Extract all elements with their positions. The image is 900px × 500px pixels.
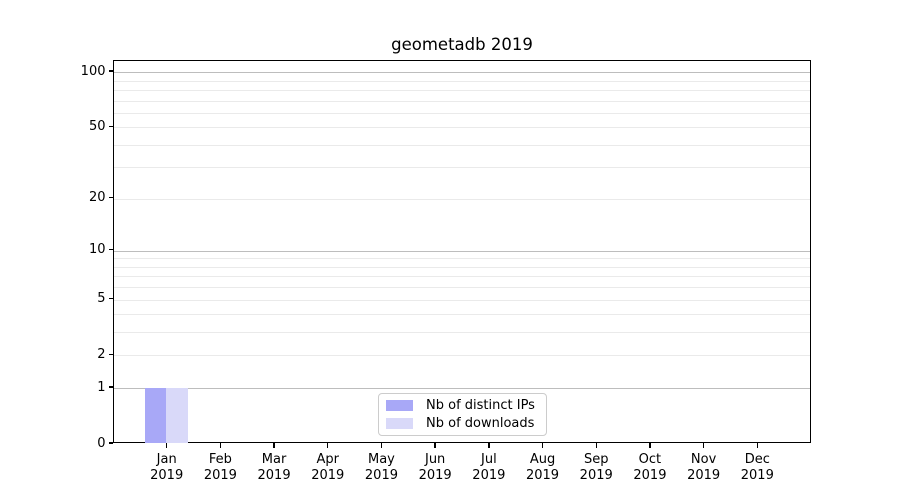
y-tick-mark bbox=[108, 70, 113, 72]
legend-label-downloads: Nb of downloads bbox=[426, 416, 535, 431]
x-tick-month: Dec bbox=[744, 452, 770, 467]
minor-gridline bbox=[114, 299, 810, 301]
x-tick-year: 2019 bbox=[525, 468, 560, 483]
x-axis-tick-label: Dec 2019 bbox=[725, 452, 789, 484]
minor-gridline bbox=[114, 332, 810, 334]
x-tick-mark bbox=[649, 443, 651, 448]
x-tick-month: Nov bbox=[690, 452, 717, 467]
plot-area bbox=[113, 60, 811, 443]
minor-gridline bbox=[114, 287, 810, 289]
x-tick-year: 2019 bbox=[364, 468, 398, 483]
minor-gridline bbox=[114, 314, 810, 316]
x-tick-mark bbox=[219, 443, 222, 448]
x-tick-year: 2019 bbox=[203, 468, 237, 483]
y-tick-mark bbox=[108, 353, 113, 356]
x-tick-month: Aug bbox=[529, 452, 556, 467]
x-tick-mark bbox=[595, 443, 597, 448]
x-tick-year: 2019 bbox=[418, 468, 452, 483]
y-tick-mark bbox=[108, 297, 113, 300]
legend-label-distinct-ips: Nb of distinct IPs bbox=[426, 398, 535, 413]
y-axis-tick-label: 100 bbox=[80, 63, 106, 79]
bar-nb-of-downloads bbox=[166, 388, 188, 443]
legend-swatch-distinct-ips bbox=[386, 400, 413, 411]
x-tick-month: Feb bbox=[208, 452, 232, 467]
y-axis-tick-label: 20 bbox=[88, 190, 106, 206]
legend-swatch-downloads bbox=[386, 418, 413, 429]
x-axis-tick-label: Sep 2019 bbox=[564, 452, 628, 484]
x-tick-month: Sep bbox=[583, 452, 609, 467]
y-tick-mark bbox=[108, 442, 113, 444]
x-tick-month: Apr bbox=[316, 452, 340, 467]
x-axis-tick-label: Apr 2019 bbox=[296, 452, 360, 484]
major-gridline bbox=[114, 250, 810, 252]
x-tick-month: May bbox=[368, 452, 395, 467]
x-tick-month: Jul bbox=[481, 452, 497, 467]
x-tick-mark bbox=[756, 443, 758, 448]
x-tick-month: Oct bbox=[638, 452, 662, 467]
x-tick-month: Jan bbox=[156, 452, 177, 467]
x-tick-year: 2019 bbox=[687, 468, 721, 483]
chart-title: geometadb 2019 bbox=[391, 35, 533, 54]
minor-gridline bbox=[114, 127, 810, 129]
y-axis-tick-label: 10 bbox=[88, 242, 106, 258]
x-axis-tick-label: Jul 2019 bbox=[457, 452, 521, 484]
y-axis-tick-label: 2 bbox=[97, 346, 106, 362]
x-axis-tick-label: Feb 2019 bbox=[188, 452, 252, 484]
x-tick-month: Jun bbox=[424, 452, 446, 467]
x-tick-mark bbox=[380, 443, 383, 448]
minor-gridline bbox=[114, 144, 810, 146]
y-tick-mark bbox=[108, 249, 113, 251]
x-tick-year: 2019 bbox=[633, 468, 667, 483]
x-axis-tick-label: Nov 2019 bbox=[672, 452, 736, 484]
x-axis-tick-label: Oct 2019 bbox=[618, 452, 682, 484]
x-axis-tick-label: Mar 2019 bbox=[242, 452, 306, 484]
minor-gridline bbox=[114, 276, 810, 278]
minor-gridline bbox=[114, 89, 810, 91]
x-tick-year: 2019 bbox=[472, 468, 506, 483]
y-tick-mark bbox=[108, 125, 113, 127]
y-tick-mark bbox=[108, 197, 113, 199]
y-axis-tick-label: 50 bbox=[88, 118, 106, 134]
x-tick-year: 2019 bbox=[740, 468, 774, 483]
legend: Nb of distinct IPs Nb of downloads bbox=[378, 393, 547, 436]
y-axis-tick-label: 0 bbox=[97, 435, 106, 451]
x-tick-mark bbox=[541, 443, 544, 448]
minor-gridline bbox=[114, 198, 810, 200]
x-tick-mark bbox=[165, 443, 168, 448]
minor-gridline bbox=[114, 258, 810, 260]
major-gridline bbox=[114, 72, 810, 74]
x-axis-tick-label: Jan 2019 bbox=[135, 452, 199, 484]
x-axis-tick-label: Jun 2019 bbox=[403, 452, 467, 484]
x-tick-month: Mar bbox=[261, 452, 287, 467]
legend-item-downloads: Nb of downloads bbox=[386, 415, 539, 432]
bar-nb-of-distinct-ips bbox=[144, 388, 167, 443]
x-tick-mark bbox=[434, 443, 436, 448]
y-axis-tick-label: 1 bbox=[97, 379, 106, 395]
minor-gridline bbox=[114, 167, 810, 169]
legend-item-distinct-ips: Nb of distinct IPs bbox=[386, 397, 539, 414]
y-axis-tick-label: 5 bbox=[97, 291, 106, 307]
x-tick-mark bbox=[327, 443, 329, 448]
x-axis-tick-label: May 2019 bbox=[349, 452, 413, 484]
y-tick-mark bbox=[108, 386, 113, 388]
x-tick-mark bbox=[273, 443, 275, 448]
x-tick-mark bbox=[702, 443, 705, 448]
x-tick-year: 2019 bbox=[257, 468, 291, 483]
x-tick-year: 2019 bbox=[579, 468, 613, 483]
x-tick-mark bbox=[488, 443, 490, 448]
minor-gridline bbox=[114, 80, 810, 82]
major-gridline bbox=[114, 388, 810, 390]
x-axis-tick-label: Aug 2019 bbox=[511, 452, 575, 484]
minor-gridline bbox=[114, 266, 810, 268]
x-tick-year: 2019 bbox=[150, 468, 184, 483]
minor-gridline bbox=[114, 112, 810, 114]
minor-gridline bbox=[114, 355, 810, 357]
x-tick-year: 2019 bbox=[311, 468, 345, 483]
minor-gridline bbox=[114, 100, 810, 102]
